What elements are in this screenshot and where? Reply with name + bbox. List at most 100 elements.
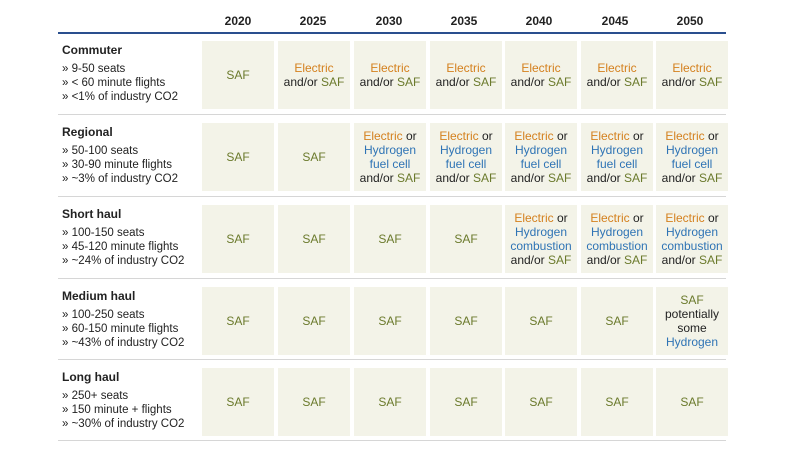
cell-2030: SAF (354, 205, 426, 273)
cell-line: SAF (226, 68, 249, 82)
technology-saf: SAF (548, 253, 572, 267)
cell-line: Electric or (514, 129, 567, 143)
cell-line: Electric (521, 61, 560, 75)
cell-line: and/or SAF (587, 253, 648, 267)
technology-hydrogen: Hydrogen (665, 143, 719, 157)
technology-saf: SAF (378, 314, 402, 328)
cell-line: Hydrogen (666, 225, 718, 239)
cell-2050: SAF (656, 368, 728, 436)
cell-2020: SAF (202, 41, 274, 109)
cell-2020: SAF (202, 287, 274, 355)
cell-line: SAF (605, 314, 628, 328)
row-detail: » ~3% of industry CO2 (62, 173, 179, 185)
row-label-medium-haul: Medium haul » 100-250 seats » 60-150 minut… (62, 289, 198, 350)
row-detail: » 9-50 seats (62, 63, 126, 75)
year-header-2020: 2020 (224, 14, 252, 28)
row-detail: » 45-120 minute flights (62, 241, 179, 253)
cell-line: SAF (680, 293, 703, 307)
cell-2020: SAF (202, 368, 274, 436)
technology-saf: SAF (226, 68, 250, 82)
row-detail: » ~43% of industry CO2 (62, 337, 185, 349)
technology-saf: SAF (226, 150, 250, 164)
cell-line: Hydrogen (515, 225, 567, 239)
cell-2045: SAF (581, 287, 653, 355)
row-label-regional: Regional » 50-100 seats » 30-90 minute fli… (62, 125, 198, 186)
technology-plain: or (704, 211, 719, 225)
technology-saf: SAF (454, 232, 478, 246)
technology-saf: SAF (680, 395, 704, 409)
row-divider (58, 440, 726, 441)
technology-plain: and/or (510, 171, 548, 185)
technology-plain: and/or (435, 171, 473, 185)
technology-saf: SAF (529, 395, 553, 409)
technology-hydrogen: fuel cell (520, 157, 562, 171)
cell-line: and/or SAF (587, 171, 648, 185)
cell-line: potentially (665, 307, 719, 321)
row-title: Regional (62, 125, 113, 139)
technology-plain: or (553, 211, 568, 225)
cell-line: Electric or (439, 129, 492, 143)
technology-saf: SAF (397, 75, 421, 89)
technology-plain: and/or (661, 253, 699, 267)
technology-saf: SAF (302, 232, 326, 246)
technology-saf: SAF (397, 171, 421, 185)
technology-saf: SAF (605, 314, 629, 328)
cell-2040: SAF (505, 368, 577, 436)
cell-2025: SAF (278, 205, 350, 273)
row-divider (58, 114, 726, 115)
cell-2025: Electric and/or SAF (278, 41, 350, 109)
technology-plain: or (402, 129, 417, 143)
row-title: Commuter (62, 43, 123, 57)
cell-2035: Electric and/or SAF (430, 41, 502, 109)
cell-line: Hydrogen (440, 143, 492, 157)
cell-line: and/or SAF (511, 253, 572, 267)
technology-saf: SAF (473, 75, 497, 89)
technology-saf: SAF (699, 171, 723, 185)
technology-plain: potentially (664, 307, 720, 321)
technology-hydrogen: fuel cell (596, 157, 638, 171)
cell-line: and/or SAF (360, 75, 421, 89)
cell-line: Hydrogen (515, 143, 567, 157)
cell-2035: SAF (430, 368, 502, 436)
cell-line: Electric (294, 61, 333, 75)
cell-line: SAF (226, 232, 249, 246)
cell-line: fuel cell (672, 157, 713, 171)
technology-plain: and/or (586, 75, 624, 89)
technology-electric: Electric (665, 211, 705, 225)
cell-2050: Electric or Hydrogen fuel cell and/or SAF (656, 123, 728, 191)
cell-line: Hydrogen (591, 225, 643, 239)
technology-plain: and/or (283, 75, 321, 89)
cell-line: SAF (605, 395, 628, 409)
cell-line: Electric or (665, 129, 718, 143)
cell-line: SAF (454, 314, 477, 328)
row-divider (58, 196, 726, 197)
cell-line: combustion (586, 239, 647, 253)
technology-hydrogen: Hydrogen (665, 225, 719, 239)
cell-2030: SAF (354, 368, 426, 436)
technology-hydrogen: fuel cell (369, 157, 411, 171)
cell-2040: SAF (505, 287, 577, 355)
cell-line: Electric (597, 61, 636, 75)
year-header-2035: 2035 (450, 14, 478, 28)
technology-saf: SAF (302, 150, 326, 164)
technology-electric: Electric (597, 61, 637, 75)
technology-electric: Electric (521, 61, 561, 75)
technology-plain: and/or (586, 171, 624, 185)
cell-line: SAF (454, 395, 477, 409)
technology-plain: and/or (661, 171, 699, 185)
cell-line: and/or SAF (436, 171, 497, 185)
cell-2035: SAF (430, 287, 502, 355)
technology-electric: Electric (370, 61, 410, 75)
technology-saf: SAF (624, 171, 648, 185)
technology-saf: SAF (454, 395, 478, 409)
technology-hydrogen: Hydrogen (665, 335, 719, 349)
row-divider (58, 359, 726, 360)
cell-2035: Electric or Hydrogen fuel cell and/or SAF (430, 123, 502, 191)
cell-2050: Electric or Hydrogen combustion and/or SAF (656, 205, 728, 273)
cell-line: and/or SAF (436, 75, 497, 89)
cell-line: SAF (378, 232, 401, 246)
cell-line: Electric or (363, 129, 416, 143)
cell-2040: Electric or Hydrogen fuel cell and/or SAF (505, 123, 577, 191)
row-divider (58, 278, 726, 279)
technology-saf: SAF (473, 171, 497, 185)
